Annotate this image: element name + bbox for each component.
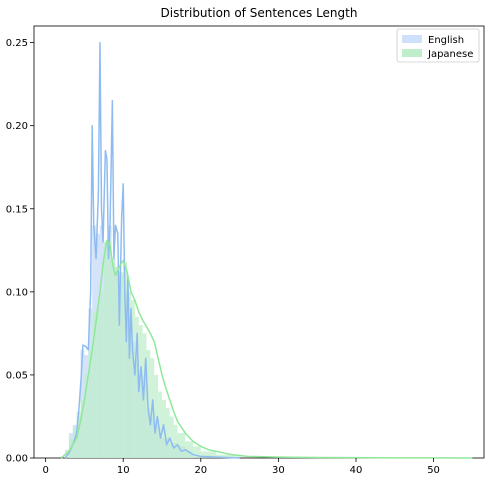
x-tick-label: 30 <box>272 465 285 476</box>
hist-bar <box>107 238 112 458</box>
hist-bar <box>173 424 178 458</box>
plot-frame <box>33 25 485 459</box>
hist-bar <box>123 261 128 458</box>
density-line-english <box>64 41 240 459</box>
hist-bar <box>76 411 81 458</box>
chart-title: Distribution of Sentences Length <box>161 6 358 20</box>
y-tick-label: 0.10 <box>6 287 28 298</box>
hist-bar <box>130 300 135 458</box>
hist-bar <box>127 291 131 458</box>
x-tick-label: 0 <box>42 465 48 476</box>
axes-layer: 0 10 20 30 40 50 0.00 0.05 0.10 0.15 0.20 0.25 <box>6 38 440 476</box>
hist-bar <box>99 291 104 458</box>
x-tick-label: 20 <box>194 465 207 476</box>
hist-bar <box>134 316 139 458</box>
hist-bar <box>119 271 124 458</box>
legend-swatch-japanese <box>402 49 422 57</box>
hist-bar <box>138 325 143 458</box>
hist-bar <box>169 416 174 458</box>
legend-label-english: English <box>428 35 464 46</box>
y-tick-label: 0.05 <box>6 370 28 381</box>
hist-bar <box>88 350 93 458</box>
hist-bar <box>103 242 108 458</box>
legend-label-japanese: Japanese <box>427 49 473 60</box>
hist-bar <box>80 399 85 458</box>
y-tick-label: 0.25 <box>6 38 28 49</box>
hist-bar <box>142 333 147 458</box>
legend: English Japanese <box>396 28 480 63</box>
hist-bar <box>165 408 170 458</box>
y-tick-label: 0.15 <box>6 204 28 215</box>
hist-bar <box>158 391 163 458</box>
hist-bar <box>96 308 100 458</box>
hist-bar <box>216 454 240 458</box>
hist-bar <box>72 428 77 458</box>
legend-swatch-english <box>402 35 422 43</box>
hist-bar <box>115 266 120 458</box>
hist-bar <box>185 441 194 458</box>
y-tick-label: 0.20 <box>6 121 28 132</box>
density-curves-layer <box>60 41 473 459</box>
hist-bar <box>177 433 186 458</box>
hist-bar <box>84 374 89 458</box>
hist-bar <box>111 261 116 458</box>
x-tick-label: 40 <box>350 465 363 476</box>
x-tick-label: 10 <box>117 465 130 476</box>
hist-bar <box>193 446 201 458</box>
hist-bar <box>154 374 159 458</box>
density-line-japanese <box>60 239 473 459</box>
x-tick-label: 50 <box>427 465 440 476</box>
y-tick-label: 0.00 <box>6 454 28 465</box>
hist-bar <box>92 311 97 458</box>
hist-bar <box>200 451 217 458</box>
